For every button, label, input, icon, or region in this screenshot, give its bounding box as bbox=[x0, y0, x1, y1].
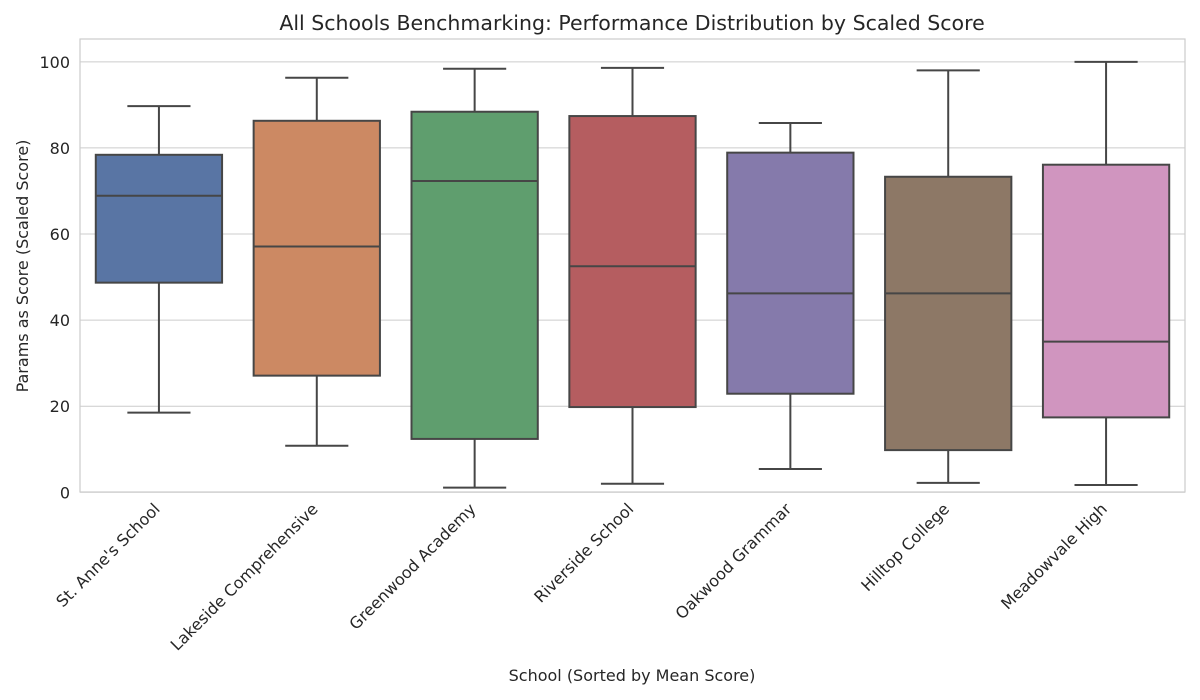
x-axis-label: School (Sorted by Mean Score) bbox=[509, 666, 756, 685]
plot-frame bbox=[79, 38, 1186, 493]
iqr-box bbox=[726, 151, 855, 395]
x-tick-label: Hilltop College bbox=[857, 499, 953, 595]
x-tick-label: St. Anne's School bbox=[52, 499, 163, 610]
y-tick-label: 20 bbox=[50, 397, 70, 416]
y-tick-label: 0 bbox=[60, 483, 70, 502]
x-tick-label: Greenwood Academy bbox=[345, 499, 479, 633]
y-axis-label: Params as Score (Scaled Score) bbox=[13, 140, 32, 393]
box-group bbox=[94, 105, 224, 414]
y-tick-label: 40 bbox=[50, 311, 70, 330]
iqr-box bbox=[94, 153, 224, 284]
x-tick-label: Lakeside Comprehensive bbox=[167, 499, 322, 654]
box-group bbox=[1041, 60, 1171, 486]
box-group bbox=[410, 67, 539, 489]
y-tick-label: 60 bbox=[50, 225, 70, 244]
boxes bbox=[94, 60, 1171, 489]
y-tick-label: 80 bbox=[50, 139, 70, 158]
x-tick-labels: St. Anne's School Lakeside Comprehensive G… bbox=[52, 499, 1111, 654]
x-tick-label: Oakwood Grammar bbox=[672, 499, 796, 623]
iqr-box bbox=[252, 119, 381, 377]
iqr-box bbox=[884, 175, 1013, 452]
iqr-box bbox=[410, 110, 539, 440]
box-group bbox=[252, 76, 381, 447]
x-tick-label: Riverside School bbox=[530, 499, 637, 606]
box-group bbox=[568, 66, 697, 485]
box-group bbox=[884, 69, 1013, 484]
iqr-box bbox=[568, 115, 697, 409]
y-tick-labels: 0 20 40 60 80 100 bbox=[39, 53, 70, 502]
y-tick-label: 100 bbox=[39, 53, 70, 72]
box-group bbox=[726, 121, 855, 471]
x-tick-label: Meadowvale High bbox=[997, 499, 1111, 613]
iqr-box bbox=[1041, 163, 1171, 419]
chart-title: All Schools Benchmarking: Performance Di… bbox=[279, 11, 984, 35]
